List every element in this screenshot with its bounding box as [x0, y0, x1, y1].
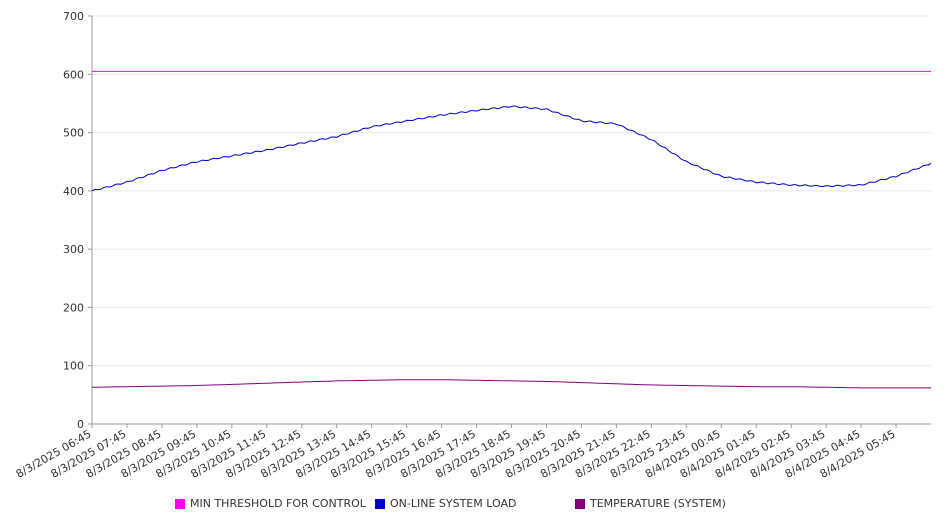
y-axis-ticks: 0 100 200 300 400 500 600 700 [63, 10, 92, 431]
legend-item-temperature[interactable]: TEMPERATURE (SYSTEM) [575, 497, 726, 510]
legend-label-min-threshold: MIN THRESHOLD FOR CONTROL [190, 497, 366, 510]
legend-swatch-min-threshold [175, 498, 185, 509]
series-line-2 [91, 379, 931, 389]
legend-label-system-load: ON-LINE SYSTEM LOAD [390, 497, 517, 510]
y-tick-label: 500 [63, 127, 84, 140]
legend-swatch-temperature [575, 498, 585, 509]
y-tick-label: 600 [63, 68, 84, 81]
legend-label-temperature: TEMPERATURE (SYSTEM) [590, 497, 726, 510]
y-tick-label: 200 [63, 301, 84, 314]
x-axis-ticks: 8/3/2025 06:458/3/2025 07:458/3/2025 08:… [14, 424, 898, 481]
legend: MIN THRESHOLD FOR CONTROL ON-LINE SYSTEM… [0, 497, 946, 515]
axes [91, 16, 931, 425]
y-tick-label: 400 [63, 185, 84, 198]
legend-item-min-threshold[interactable]: MIN THRESHOLD FOR CONTROL [175, 497, 366, 510]
legend-swatch-system-load [375, 498, 385, 509]
y-tick-label: 100 [63, 360, 84, 373]
legend-item-system-load[interactable]: ON-LINE SYSTEM LOAD [375, 497, 516, 510]
series-line-1 [91, 105, 932, 192]
series-lines [91, 70, 932, 389]
y-tick-label: 300 [63, 243, 84, 256]
gridlines [92, 15, 931, 367]
y-tick-label: 700 [63, 10, 84, 23]
y-tick-label: 0 [77, 418, 84, 431]
